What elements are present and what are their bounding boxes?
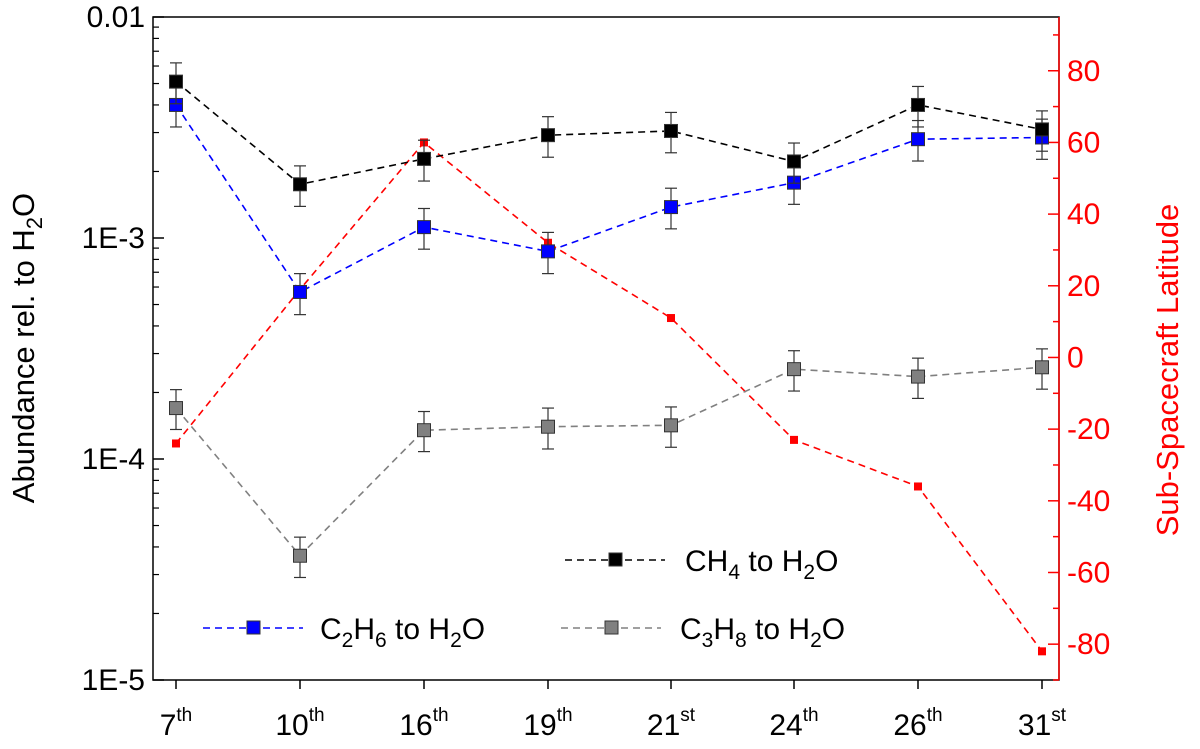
data-point xyxy=(541,128,555,143)
axis-titles: Abundance rel. to H2O Sub-Spacecraft Lat… xyxy=(6,193,1185,537)
y-right-tick-label: -40 xyxy=(1067,485,1110,518)
y-right-tick-label: 0 xyxy=(1067,341,1084,374)
y-right-tick-label: -20 xyxy=(1067,413,1110,446)
data-point xyxy=(787,362,801,377)
data-point xyxy=(790,435,798,444)
x-tick-label: 19th xyxy=(523,705,572,742)
series-line xyxy=(175,104,1043,294)
y-left-tick-label: 1E-5 xyxy=(82,664,145,697)
series-line xyxy=(175,80,1043,186)
x-tick-label: 26th xyxy=(893,705,942,742)
data-point xyxy=(1035,122,1049,137)
x-tick-label: 10th xyxy=(275,705,324,742)
data-point xyxy=(541,419,555,434)
data-point xyxy=(911,369,925,384)
y-left-axis-ticks: 0.01 1E-3 1E-4 1E-5 xyxy=(82,1,164,697)
series-line xyxy=(175,366,1043,557)
y-left-tick-label: 1E-3 xyxy=(82,222,145,255)
legend-marker xyxy=(608,552,623,567)
data-point xyxy=(911,132,925,147)
series-layer xyxy=(169,62,1049,656)
y-right-tick-label: 40 xyxy=(1067,198,1100,231)
x-tick-label: 16th xyxy=(399,705,448,742)
data-point xyxy=(667,314,675,323)
data-point xyxy=(172,439,180,448)
data-point xyxy=(293,284,307,299)
data-point xyxy=(787,154,801,169)
legend-item: CH4 to H2O xyxy=(565,545,838,584)
data-point xyxy=(664,200,678,215)
data-point xyxy=(417,423,431,438)
series-c3h8-to-h2o xyxy=(169,348,1049,579)
legend-item: C2H6 to H2O xyxy=(203,613,485,652)
legend-marker xyxy=(246,620,261,635)
series-ch4-to-h2o xyxy=(169,62,1049,207)
data-point xyxy=(293,177,307,192)
y-right-axis-ticks: 80 60 40 20 0 -20 -40 -60 -80 xyxy=(1048,34,1110,681)
legend-label: CH4 to H2O xyxy=(685,545,838,584)
plot-frame xyxy=(152,16,1060,681)
legend: CH4 to H2O C2H6 to H2O C3H8 to H2O xyxy=(203,545,845,652)
y-right-tick-label: -60 xyxy=(1067,556,1110,589)
y-left-tick-label: 0.01 xyxy=(87,1,145,34)
series-c2h6-to-h2o xyxy=(169,85,1049,316)
data-point xyxy=(664,123,678,138)
y-right-axis-title: Sub-Spacecraft Latitude xyxy=(1150,204,1185,537)
data-point xyxy=(169,74,183,89)
data-point xyxy=(914,482,922,491)
legend-label: C2H6 to H2O xyxy=(320,613,485,652)
x-tick-label: 21st xyxy=(647,705,696,742)
x-tick-label: 24th xyxy=(769,705,818,742)
data-point xyxy=(417,151,431,166)
series-line xyxy=(175,141,1043,652)
data-point xyxy=(664,418,678,433)
x-tick-label: 7th xyxy=(160,705,193,742)
data-point xyxy=(417,220,431,235)
legend-item: C3H8 to H2O xyxy=(561,613,845,652)
data-point xyxy=(1035,360,1049,375)
legend-marker xyxy=(604,620,619,635)
legend-label: C3H8 to H2O xyxy=(680,613,845,652)
data-point xyxy=(1038,647,1046,656)
y-right-tick-label: -80 xyxy=(1067,628,1110,661)
y-right-tick-label: 60 xyxy=(1067,126,1100,159)
y-right-tick-label: 80 xyxy=(1067,55,1100,88)
data-point xyxy=(911,97,925,112)
data-point xyxy=(169,401,183,416)
x-tick-label: 31st xyxy=(1018,705,1067,742)
y-right-tick-label: 20 xyxy=(1067,270,1100,303)
y-left-tick-label: 1E-4 xyxy=(82,443,145,476)
y-left-axis-title: Abundance rel. to H2O xyxy=(6,193,47,503)
data-point xyxy=(541,244,555,259)
plot-area xyxy=(152,16,1060,681)
data-point xyxy=(293,548,307,563)
x-axis-ticks: 7th 10th 16th 19th 21st 24th 26th 31st xyxy=(160,680,1067,742)
